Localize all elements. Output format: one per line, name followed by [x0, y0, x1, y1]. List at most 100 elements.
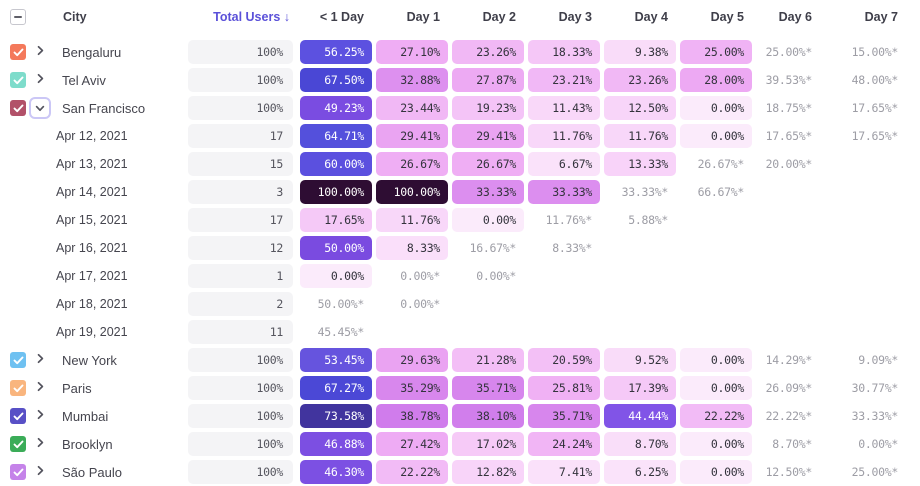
retention-cell[interactable]: 49.23%: [300, 96, 372, 120]
retention-cell-incomplete[interactable]: 48.00%*: [851, 73, 899, 87]
retention-cell[interactable]: 73.58%: [300, 404, 372, 428]
retention-cell[interactable]: 9.52%: [604, 348, 676, 372]
retention-cell-incomplete[interactable]: 0.00%*: [476, 269, 516, 283]
retention-cell[interactable]: 29.63%: [376, 348, 448, 372]
retention-cell[interactable]: 100.00%: [376, 180, 448, 204]
retention-cell[interactable]: 21.28%: [452, 348, 524, 372]
retention-cell[interactable]: 23.44%: [376, 96, 448, 120]
expand-toggle[interactable]: [26, 463, 54, 481]
retention-cell[interactable]: 27.87%: [452, 68, 524, 92]
retention-cell[interactable]: 17.65%: [300, 208, 372, 232]
retention-cell[interactable]: 18.33%: [528, 40, 600, 64]
retention-cell[interactable]: 11.76%: [376, 208, 448, 232]
collapse-toggle[interactable]: [26, 97, 54, 119]
retention-cell[interactable]: 0.00%: [680, 460, 752, 484]
retention-cell-incomplete[interactable]: 18.75%*: [765, 101, 813, 115]
retention-cell-incomplete[interactable]: 17.65%*: [765, 129, 813, 143]
retention-cell[interactable]: 35.71%: [452, 376, 524, 400]
retention-cell-incomplete[interactable]: 17.65%*: [851, 129, 899, 143]
retention-cell[interactable]: 25.00%: [680, 40, 752, 64]
retention-cell[interactable]: 35.71%: [528, 404, 600, 428]
retention-cell[interactable]: 0.00%: [680, 376, 752, 400]
retention-cell[interactable]: 19.23%: [452, 96, 524, 120]
retention-cell-incomplete[interactable]: 15.00%*: [851, 45, 899, 59]
row-checkbox[interactable]: [10, 436, 26, 452]
retention-cell[interactable]: 23.21%: [528, 68, 600, 92]
retention-cell[interactable]: 56.25%: [300, 40, 372, 64]
retention-cell-incomplete[interactable]: 8.33%*: [552, 241, 592, 255]
retention-cell-incomplete[interactable]: 50.00%*: [317, 297, 365, 311]
retention-cell-incomplete[interactable]: 5.88%*: [628, 213, 668, 227]
retention-cell-incomplete[interactable]: 8.70%*: [772, 437, 812, 451]
retention-cell-incomplete[interactable]: 16.67%*: [469, 241, 517, 255]
retention-cell-incomplete[interactable]: 17.65%*: [851, 101, 899, 115]
retention-cell[interactable]: 12.82%: [452, 460, 524, 484]
retention-cell[interactable]: 13.33%: [604, 152, 676, 176]
retention-cell[interactable]: 100.00%: [300, 180, 372, 204]
retention-cell[interactable]: 23.26%: [452, 40, 524, 64]
retention-cell[interactable]: 53.45%: [300, 348, 372, 372]
row-checkbox[interactable]: [10, 380, 26, 396]
expand-toggle[interactable]: [26, 407, 54, 425]
retention-cell[interactable]: 35.29%: [376, 376, 448, 400]
retention-cell[interactable]: 0.00%: [680, 432, 752, 456]
row-checkbox[interactable]: [10, 100, 26, 116]
retention-cell[interactable]: 60.00%: [300, 152, 372, 176]
retention-cell-incomplete[interactable]: 20.00%*: [765, 157, 813, 171]
retention-cell[interactable]: 46.88%: [300, 432, 372, 456]
retention-cell-incomplete[interactable]: 66.67%*: [697, 185, 745, 199]
expand-toggle[interactable]: [26, 351, 54, 369]
expand-toggle[interactable]: [26, 435, 54, 453]
retention-cell[interactable]: 32.88%: [376, 68, 448, 92]
retention-cell[interactable]: 7.41%: [528, 460, 600, 484]
retention-cell[interactable]: 0.00%: [680, 124, 752, 148]
retention-cell-incomplete[interactable]: 25.00%*: [765, 45, 813, 59]
retention-cell-incomplete[interactable]: 9.09%*: [858, 353, 898, 367]
retention-cell-incomplete[interactable]: 26.09%*: [765, 381, 813, 395]
row-checkbox[interactable]: [10, 408, 26, 424]
retention-cell[interactable]: 0.00%: [300, 264, 372, 288]
retention-cell[interactable]: 24.24%: [528, 432, 600, 456]
retention-cell[interactable]: 67.27%: [300, 376, 372, 400]
row-checkbox[interactable]: [10, 352, 26, 368]
retention-cell[interactable]: 25.81%: [528, 376, 600, 400]
retention-cell[interactable]: 17.02%: [452, 432, 524, 456]
retention-cell-incomplete[interactable]: 0.00%*: [858, 437, 898, 451]
retention-cell[interactable]: 50.00%: [300, 236, 372, 260]
retention-cell[interactable]: 26.67%: [376, 152, 448, 176]
retention-cell-incomplete[interactable]: 33.33%*: [851, 409, 899, 423]
retention-cell[interactable]: 67.50%: [300, 68, 372, 92]
retention-cell-incomplete[interactable]: 33.33%*: [621, 185, 669, 199]
retention-cell[interactable]: 28.00%: [680, 68, 752, 92]
retention-cell[interactable]: 6.67%: [528, 152, 600, 176]
row-checkbox[interactable]: [10, 72, 26, 88]
retention-cell-incomplete[interactable]: 12.50%*: [765, 465, 813, 479]
retention-cell[interactable]: 38.10%: [452, 404, 524, 428]
column-header-total-users[interactable]: Total Users ↓: [213, 10, 290, 24]
expand-toggle[interactable]: [26, 43, 54, 61]
retention-cell-incomplete[interactable]: 30.77%*: [851, 381, 899, 395]
select-all-checkbox[interactable]: [10, 9, 26, 25]
retention-cell[interactable]: 6.25%: [604, 460, 676, 484]
retention-cell[interactable]: 26.67%: [452, 152, 524, 176]
retention-cell[interactable]: 64.71%: [300, 124, 372, 148]
retention-cell[interactable]: 17.39%: [604, 376, 676, 400]
retention-cell-incomplete[interactable]: 25.00%*: [851, 465, 899, 479]
retention-cell[interactable]: 8.33%: [376, 236, 448, 260]
retention-cell[interactable]: 11.43%: [528, 96, 600, 120]
expand-button-focused[interactable]: [29, 97, 51, 119]
retention-cell[interactable]: 29.41%: [452, 124, 524, 148]
retention-cell[interactable]: 38.78%: [376, 404, 448, 428]
retention-cell[interactable]: 11.76%: [604, 124, 676, 148]
retention-cell[interactable]: 0.00%: [452, 208, 524, 232]
retention-cell-incomplete[interactable]: 11.76%*: [545, 213, 593, 227]
retention-cell[interactable]: 29.41%: [376, 124, 448, 148]
retention-cell[interactable]: 12.50%: [604, 96, 676, 120]
retention-cell[interactable]: 22.22%: [376, 460, 448, 484]
retention-cell[interactable]: 33.33%: [452, 180, 524, 204]
retention-cell-incomplete[interactable]: 39.53%*: [765, 73, 813, 87]
retention-cell-incomplete[interactable]: 14.29%*: [765, 353, 813, 367]
retention-cell-incomplete[interactable]: 26.67%*: [697, 157, 745, 171]
retention-cell[interactable]: 8.70%: [604, 432, 676, 456]
retention-cell[interactable]: 27.42%: [376, 432, 448, 456]
